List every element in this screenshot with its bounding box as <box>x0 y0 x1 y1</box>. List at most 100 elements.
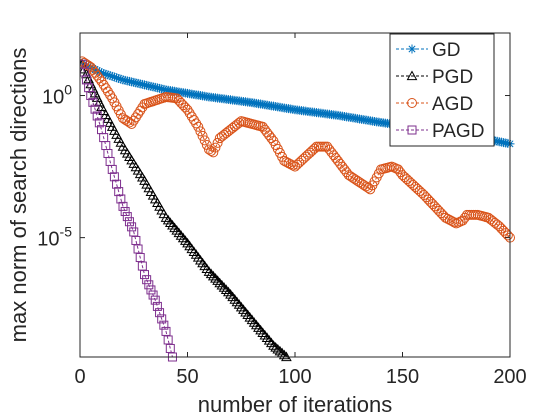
legend-marker-agd <box>407 98 417 108</box>
data-point-pgd <box>259 329 271 340</box>
data-point-gd <box>112 73 122 83</box>
data-point-agd <box>386 161 397 172</box>
series-agd <box>80 56 515 243</box>
x-tick-label: 200 <box>493 366 526 388</box>
data-point-pgd <box>272 343 284 354</box>
data-point-pgd <box>270 341 281 352</box>
data-point-pgd <box>235 301 247 312</box>
data-point-agd <box>133 109 144 119</box>
data-point-pgd <box>250 319 262 330</box>
data-point-pagd <box>86 91 96 101</box>
data-point-pgd <box>257 327 269 337</box>
data-point-gd <box>99 69 109 78</box>
data-point-agd <box>287 160 298 171</box>
y-axis-label: max norm of search directions <box>6 48 31 343</box>
data-point-pgd <box>164 217 176 227</box>
data-point-agd <box>388 162 399 173</box>
data-point-pgd <box>167 219 178 230</box>
data-point-pgd <box>261 332 273 343</box>
data-point-pgd <box>220 284 232 295</box>
data-point-agd <box>193 121 204 132</box>
legend-box <box>389 33 495 147</box>
data-point-pagd <box>165 343 175 353</box>
data-point-pagd <box>101 141 111 151</box>
data-point-pgd <box>207 270 219 281</box>
y-tick-base: 10 <box>42 87 64 109</box>
data-point-agd <box>199 135 210 146</box>
data-point-pgd <box>177 232 189 243</box>
data-point-agd <box>451 218 462 229</box>
y-tick-exponent: -5 <box>60 224 73 240</box>
data-point-pgd <box>242 309 254 320</box>
data-point-pgd <box>216 279 228 290</box>
legend-marker-pagd <box>407 125 417 135</box>
data-point-gd <box>107 71 117 81</box>
data-point-agd <box>130 112 141 123</box>
series-pagd <box>80 59 177 362</box>
data-point-pagd <box>137 261 147 271</box>
legend-label-gd: GD <box>432 40 461 61</box>
data-point-pagd <box>94 118 104 128</box>
data-point-pgd <box>162 214 174 225</box>
data-point-pagd <box>144 280 154 290</box>
data-point-pagd <box>90 104 100 114</box>
data-point-pagd <box>152 301 162 311</box>
data-point-pgd <box>240 306 251 317</box>
data-point-pgd <box>233 299 245 309</box>
data-point-gd <box>97 68 106 78</box>
data-point-pgd <box>248 317 260 327</box>
data-point-pgd <box>173 227 185 238</box>
legend: GD PGD AGD PAGD <box>389 33 495 147</box>
data-point-pagd <box>148 290 158 300</box>
data-point-agd <box>210 142 221 153</box>
x-axis-label: number of iterations <box>198 392 392 417</box>
legend-label-agd: AGD <box>432 94 473 115</box>
data-point-pagd <box>114 187 124 197</box>
series-pgd <box>80 58 292 362</box>
data-point-pgd <box>231 296 243 307</box>
data-point-agd <box>124 117 135 128</box>
data-point-agd <box>191 118 202 129</box>
data-point-pgd <box>171 224 183 235</box>
data-point-gd <box>103 70 113 80</box>
data-point-pgd <box>205 268 217 279</box>
data-point-pgd <box>253 322 264 332</box>
data-point-agd <box>105 89 116 100</box>
data-point-pagd <box>140 270 149 280</box>
data-point-pgd <box>229 294 241 304</box>
legend-marker-pgd <box>406 70 418 81</box>
data-point-pgd <box>274 345 286 356</box>
data-point-pgd <box>218 282 230 292</box>
x-ticks: 0 50 100 150 200 <box>74 33 527 388</box>
series-line-agd <box>81 61 511 238</box>
data-point-pgd <box>203 266 215 276</box>
y-tick-label: 10-5 <box>37 224 72 251</box>
data-point-pagd <box>157 314 167 324</box>
data-point-pgd <box>255 324 266 335</box>
data-point-pgd <box>175 230 187 240</box>
data-point-pagd <box>109 172 119 182</box>
data-point-pagd <box>122 212 132 222</box>
data-point-pagd <box>150 295 160 305</box>
data-point-pgd <box>268 340 279 350</box>
data-point-pagd <box>120 206 130 216</box>
data-point-agd <box>197 130 208 141</box>
data-point-pagd <box>88 97 98 107</box>
data-point-pagd <box>146 285 156 295</box>
data-point-pagd <box>112 179 122 189</box>
data-point-pagd <box>163 335 173 345</box>
data-point-pagd <box>133 244 143 254</box>
legend-label-pgd: PGD <box>432 67 473 88</box>
data-point-pgd <box>210 273 221 283</box>
data-point-pgd <box>263 334 275 345</box>
y-tick-label: 100 <box>42 82 72 109</box>
data-point-pgd <box>278 349 290 360</box>
data-point-pgd <box>238 304 249 314</box>
data-point-agd <box>453 217 464 228</box>
data-point-pagd <box>155 308 165 318</box>
data-point-pagd <box>107 164 117 174</box>
data-point-pagd <box>135 253 145 263</box>
data-point-agd <box>502 230 513 241</box>
x-tick-label: 0 <box>74 366 85 388</box>
